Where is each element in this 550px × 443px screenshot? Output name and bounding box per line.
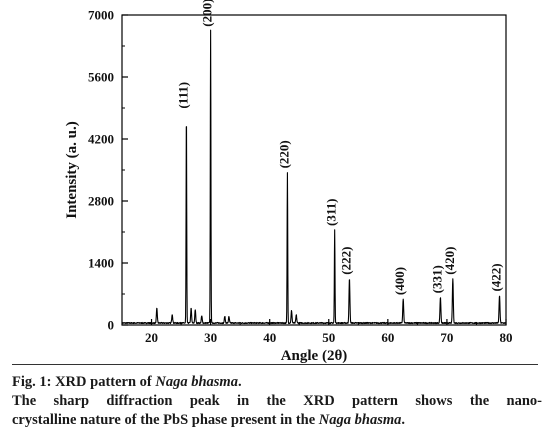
caption-line-3: crystalline nature of the PbS phase pres… bbox=[12, 412, 406, 428]
peak-label: (222) bbox=[338, 247, 353, 275]
y-tick-label: 7000 bbox=[88, 8, 114, 23]
caption-line-2: The sharp diffraction peak in the XRD pa… bbox=[12, 393, 542, 409]
x-axis-title: Angle (2θ) bbox=[281, 348, 348, 364]
peak-label: (311) bbox=[324, 199, 339, 226]
y-tick-label: 5600 bbox=[88, 70, 114, 85]
x-tick-label: 20 bbox=[145, 330, 158, 345]
x-tick-label: 70 bbox=[440, 330, 453, 345]
figure-caption: Fig. 1: XRD pattern of Naga bhasma. The … bbox=[12, 373, 542, 430]
peak-label: (200) bbox=[200, 0, 215, 27]
x-tick-label: 50 bbox=[322, 330, 335, 345]
peak-label: (400) bbox=[392, 267, 407, 295]
xrd-chart: 20 30 40 50 60 70 80 0 1400 2800 4200 5600 7000 (111… bbox=[64, 0, 513, 364]
peak-label: (111) bbox=[175, 82, 190, 109]
y-tick-label: 0 bbox=[108, 318, 115, 333]
peak-label: (220) bbox=[276, 140, 291, 168]
peak-label: (422) bbox=[489, 263, 504, 291]
x-tick-label: 30 bbox=[204, 330, 217, 345]
caption-divider bbox=[12, 364, 538, 365]
x-tick-label: 40 bbox=[263, 330, 276, 345]
x-tick-label: 80 bbox=[500, 330, 513, 345]
xrd-pattern-line bbox=[121, 29, 507, 325]
peak-label: (420) bbox=[442, 247, 457, 275]
axis-ticks: 20 30 40 50 60 70 80 0 1400 2800 4200 5600 7000 bbox=[88, 8, 513, 346]
peak-labels: (111) (200) (220) (311) (222) (400) (331)(420)… bbox=[175, 0, 503, 295]
x-tick-label: 60 bbox=[381, 330, 394, 345]
peak-label: (331) bbox=[429, 265, 444, 293]
y-tick-label: 2800 bbox=[88, 194, 114, 209]
y-tick-label: 4200 bbox=[88, 132, 114, 147]
y-tick-label: 1400 bbox=[88, 256, 114, 271]
caption-line-1: Fig. 1: XRD pattern of Naga bhasma. bbox=[12, 374, 242, 390]
plot-frame bbox=[121, 14, 507, 326]
y-axis-title: Intensity (a. u.) bbox=[64, 121, 80, 219]
